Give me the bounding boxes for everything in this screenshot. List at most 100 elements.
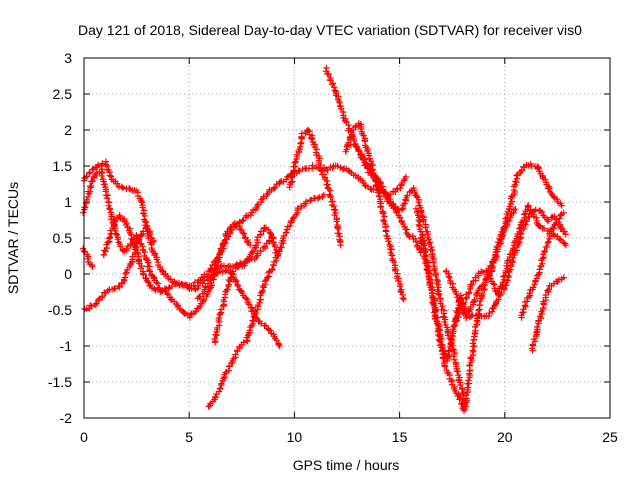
data-point: [165, 285, 172, 292]
data-point: [215, 388, 223, 395]
data-point: [331, 87, 339, 94]
data-point: [463, 392, 470, 399]
data-point: [141, 248, 149, 256]
data-point: [558, 202, 565, 209]
data-point: [151, 285, 158, 292]
data-points: [79, 64, 570, 414]
data-point: [137, 265, 145, 272]
data-point: [257, 231, 264, 238]
data-point: [122, 270, 129, 278]
data-point: [456, 396, 463, 403]
data-point: [388, 246, 395, 253]
data-point: [436, 336, 443, 344]
data-point: [377, 203, 384, 211]
y-tick-label: 1.5: [53, 158, 73, 174]
data-point: [244, 337, 251, 344]
data-point: [308, 135, 316, 143]
data-point: [92, 301, 99, 309]
data-point: [539, 255, 546, 262]
data-point: [93, 170, 100, 177]
data-point: [445, 273, 452, 280]
data-point: [288, 174, 295, 181]
data-point: [330, 84, 338, 91]
data-point: [560, 274, 567, 281]
data-point: [260, 284, 267, 291]
data-point: [337, 242, 344, 249]
data-point: [205, 271, 213, 278]
data-point: [268, 233, 275, 240]
data-point: [253, 202, 261, 210]
data-point: [360, 132, 367, 139]
data-point: [468, 313, 475, 320]
data-point: [147, 281, 154, 289]
data-point: [361, 156, 369, 163]
data-point: [260, 193, 267, 200]
data-point: [226, 278, 234, 285]
data-point: [469, 347, 476, 354]
data-point: [541, 247, 548, 255]
data-point: [116, 211, 123, 219]
data-point: [399, 294, 407, 302]
data-point: [536, 266, 543, 273]
data-point: [451, 356, 458, 363]
data-point: [544, 218, 552, 225]
data-point: [400, 296, 408, 303]
data-point: [99, 293, 106, 300]
data-point: [334, 162, 341, 170]
data-point: [533, 323, 541, 331]
data-point: [438, 347, 446, 355]
data-point: [325, 71, 332, 78]
data-point: [89, 177, 96, 185]
data-point: [289, 215, 297, 222]
data-point: [266, 327, 274, 334]
y-tick-label: -0.5: [48, 302, 72, 318]
data-point: [396, 283, 404, 290]
grid-lines: [84, 58, 610, 418]
y-tick-label: 2.5: [53, 86, 73, 102]
data-point: [417, 234, 425, 241]
data-point: [361, 182, 369, 189]
data-point: [544, 287, 551, 294]
data-point: [355, 147, 362, 154]
data-point: [98, 172, 105, 180]
series-trace-4: [79, 245, 96, 270]
data-point: [465, 380, 473, 387]
data-point: [100, 251, 107, 259]
data-point: [441, 363, 449, 370]
data-point: [415, 221, 423, 229]
data-point: [270, 185, 278, 192]
data-point: [413, 192, 420, 200]
data-point: [239, 217, 246, 225]
data-point: [269, 265, 276, 273]
data-point: [108, 230, 115, 237]
data-point: [223, 267, 230, 274]
series-trace-6: [194, 267, 283, 350]
data-point: [562, 242, 570, 249]
data-point: [261, 278, 269, 285]
data-point: [504, 272, 512, 279]
data-point: [104, 239, 111, 246]
data-point: [253, 309, 260, 317]
data-point: [542, 243, 550, 251]
data-point: [231, 219, 239, 227]
data-point: [83, 196, 90, 204]
data-point: [143, 256, 150, 263]
data-point: [264, 274, 271, 281]
data-point: [367, 185, 374, 193]
data-point: [89, 263, 96, 270]
data-point: [415, 199, 422, 206]
data-point: [486, 272, 493, 279]
data-point: [79, 209, 87, 216]
data-point: [471, 296, 478, 304]
data-point: [323, 181, 330, 189]
data-point: [181, 282, 188, 289]
data-point: [207, 268, 215, 275]
data-point: [106, 206, 114, 213]
x-tick-label: 15: [392, 429, 408, 445]
data-point: [217, 385, 224, 392]
data-point: [379, 210, 387, 217]
data-point: [385, 238, 392, 245]
data-point: [111, 285, 119, 292]
data-point: [351, 123, 359, 131]
data-point: [550, 225, 557, 232]
